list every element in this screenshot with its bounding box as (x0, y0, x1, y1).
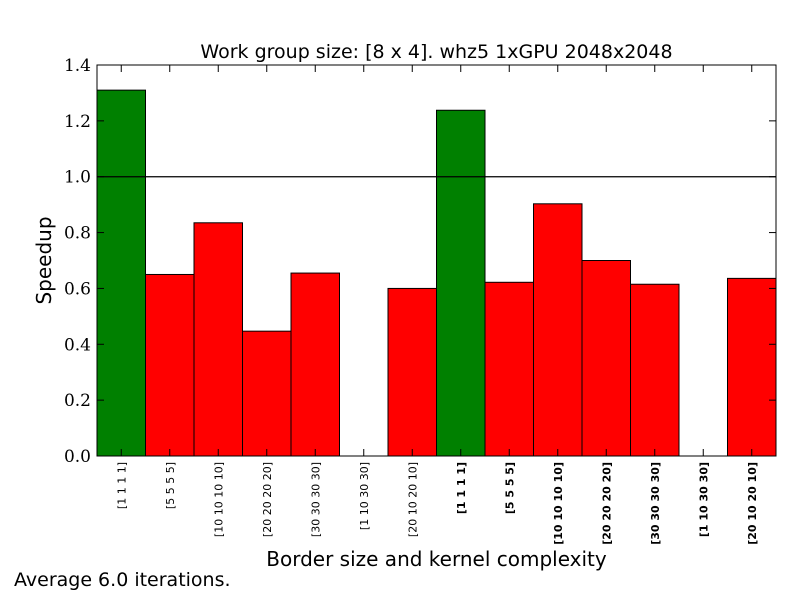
bar-2 (145, 273, 195, 457)
bar-9 (484, 281, 534, 457)
bar-1 (96, 89, 146, 457)
x-tick-label: [30 30 30 30] (309, 462, 322, 537)
x-tick-label: [1 10 30 30] (358, 462, 371, 530)
bars-group (96, 89, 777, 457)
x-tick-label: [20 20 20 20] (600, 462, 613, 545)
y-axis-label: Speedup (32, 216, 56, 304)
y-tick-label: 1.4 (64, 56, 91, 76)
bar-11 (581, 260, 631, 457)
x-tick-label: [5 5 5 5] (164, 462, 177, 509)
y-tick-label: 1.0 (64, 168, 91, 188)
bar-4 (242, 330, 292, 457)
y-tick-label: 0.4 (64, 335, 91, 355)
chart-title: Work group size: [8 x 4]. whz5 1xGPU 204… (200, 41, 672, 63)
y-tick-label: 0.0 (64, 447, 91, 467)
x-tick-label: [20 20 20 20] (261, 462, 274, 537)
footnote-iterations: Average 6.0 iterations. (14, 569, 231, 591)
y-tick-label: 0.8 (64, 224, 91, 244)
y-tick-label: 0.2 (64, 391, 91, 411)
bar-12 (630, 283, 680, 457)
x-tick-label: [10 10 10 10] (212, 462, 225, 537)
y-tick-label: 0.6 (64, 279, 91, 299)
bar-14 (727, 277, 777, 457)
plot-frame (96, 64, 777, 457)
bar-8 (436, 109, 486, 457)
x-tick-label: [1 1 1 1] (115, 462, 128, 509)
x-tick-label: [5 5 5 5] (503, 462, 516, 514)
x-tick-label: [30 30 30 30] (649, 462, 662, 545)
x-axis-label: Border size and kernel complexity (266, 547, 607, 571)
x-tick-label: [20 10 20 10] (746, 462, 759, 545)
bar-3 (193, 222, 243, 457)
bar-7 (387, 287, 437, 457)
x-tick-label: [1 1 1 1] (455, 462, 468, 514)
bar-5 (290, 272, 340, 457)
bar-10 (533, 203, 583, 457)
x-tick-label: [20 10 20 10] (406, 462, 419, 537)
y-axis: 0.0 0.2 0.4 0.6 0.8 1.0 1.2 1.4 (64, 56, 776, 467)
x-tick-label: [10 10 10 10] (552, 462, 565, 545)
x-axis: [1 1 1 1] [5 5 5 5] [10 10 10 10] [20 20 20… (115, 65, 759, 545)
x-tick-label: [1 10 30 30] (697, 462, 710, 537)
y-tick-label: 1.2 (64, 112, 91, 132)
